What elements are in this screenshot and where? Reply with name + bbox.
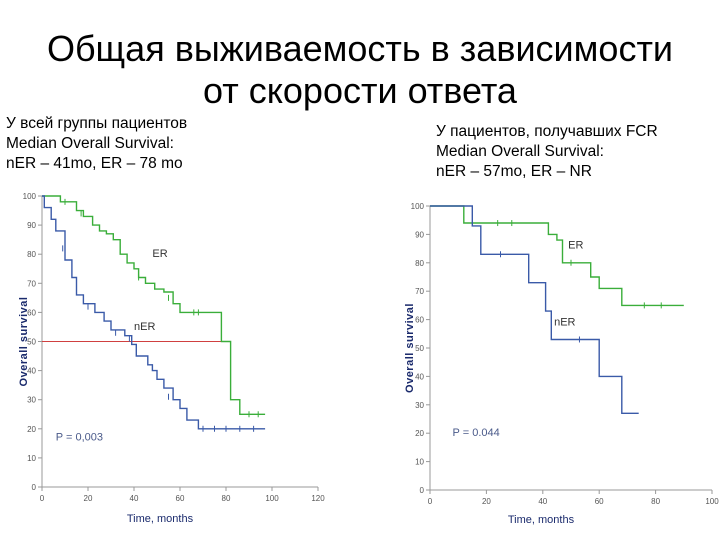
right-y-tick-label: 90 — [415, 230, 424, 239]
left-x-tick-label: 120 — [311, 494, 325, 503]
right-label-ner: nER — [554, 316, 575, 328]
left-y-tick-label: 70 — [27, 279, 36, 288]
left-y-axis-label: Overall survival — [18, 297, 30, 387]
left-y-tick-label: 20 — [27, 425, 36, 434]
right-y-tick-label: 100 — [411, 202, 425, 211]
left-x-tick-label: 100 — [265, 494, 279, 503]
right-p-value: P = 0.044 — [453, 427, 500, 439]
left-y-tick-label: 40 — [27, 367, 36, 376]
left-y-tick-label: 90 — [27, 221, 36, 230]
left-subtitle-line1: У всей группы пациентов — [6, 115, 188, 132]
right-y-tick-label: 40 — [415, 372, 424, 381]
right-y-tick-label: 0 — [420, 486, 425, 495]
right-x-tick-label: 80 — [651, 497, 660, 506]
left-p-value: P = 0,003 — [56, 431, 103, 443]
right-y-tick-label: 30 — [415, 401, 424, 410]
right-panel-subtitle: У пациентов, получавших FCR Median Overa… — [436, 122, 658, 182]
page-title-line1: Общая выживаемость в зависимости — [46, 28, 674, 69]
left-y-tick-label: 80 — [27, 250, 36, 259]
left-y-tick-label: 10 — [27, 454, 36, 463]
right-y-tick-label: 60 — [415, 316, 424, 325]
right-subtitle-line1: У пациентов, получавших FCR — [436, 123, 658, 140]
right-y-tick-label: 20 — [415, 429, 424, 438]
right-x-axis-label: Time, months — [508, 514, 575, 526]
left-y-tick-label: 60 — [27, 308, 36, 317]
right-x-tick-label: 100 — [705, 497, 719, 506]
right-subtitle-line2: Median Overall Survival: — [436, 143, 604, 160]
right-subtitle-line3: nER – 57mo, ER – NR — [436, 163, 592, 180]
left-series-er-line — [42, 195, 266, 415]
right-y-tick-label: 70 — [415, 287, 424, 296]
right-series-ner-line — [430, 205, 639, 414]
right-y-tick-label: 50 — [415, 344, 424, 353]
left-x-tick-label: 40 — [130, 494, 139, 503]
left-x-tick-label: 60 — [176, 494, 185, 503]
page-title-line2: от скорости ответа — [203, 70, 517, 111]
left-x-tick-label: 0 — [40, 494, 45, 503]
left-y-tick-label: 30 — [27, 396, 36, 405]
left-x-tick-label: 80 — [222, 494, 231, 503]
right-y-tick-label: 80 — [415, 259, 424, 268]
right-y-axis-label: Overall survival — [404, 303, 416, 393]
left-label-ner: nER — [134, 321, 155, 333]
left-series-ner-line — [42, 195, 266, 430]
right-x-tick-label: 40 — [538, 497, 547, 506]
right-y-tick-label: 10 — [415, 458, 424, 467]
left-subtitle-line3: nER – 41mo, ER – 78 mo — [6, 155, 183, 172]
left-x-axis-label: Time, months — [127, 513, 194, 525]
left-y-tick-label: 100 — [23, 192, 37, 201]
right-label-er: ER — [568, 240, 583, 252]
right-x-tick-label: 60 — [595, 497, 604, 506]
left-y-tick-label: 50 — [27, 338, 36, 347]
left-x-tick-label: 20 — [84, 494, 93, 503]
right-x-tick-label: 0 — [428, 497, 433, 506]
left-subtitle-line2: Median Overall Survival: — [6, 135, 174, 152]
left-panel-subtitle: У всей группы пациентов Median Overall S… — [6, 114, 187, 174]
right-x-tick-label: 20 — [482, 497, 491, 506]
left-label-er: ER — [152, 248, 167, 260]
left-y-tick-label: 0 — [32, 483, 37, 492]
right-series-er-line — [430, 205, 684, 307]
